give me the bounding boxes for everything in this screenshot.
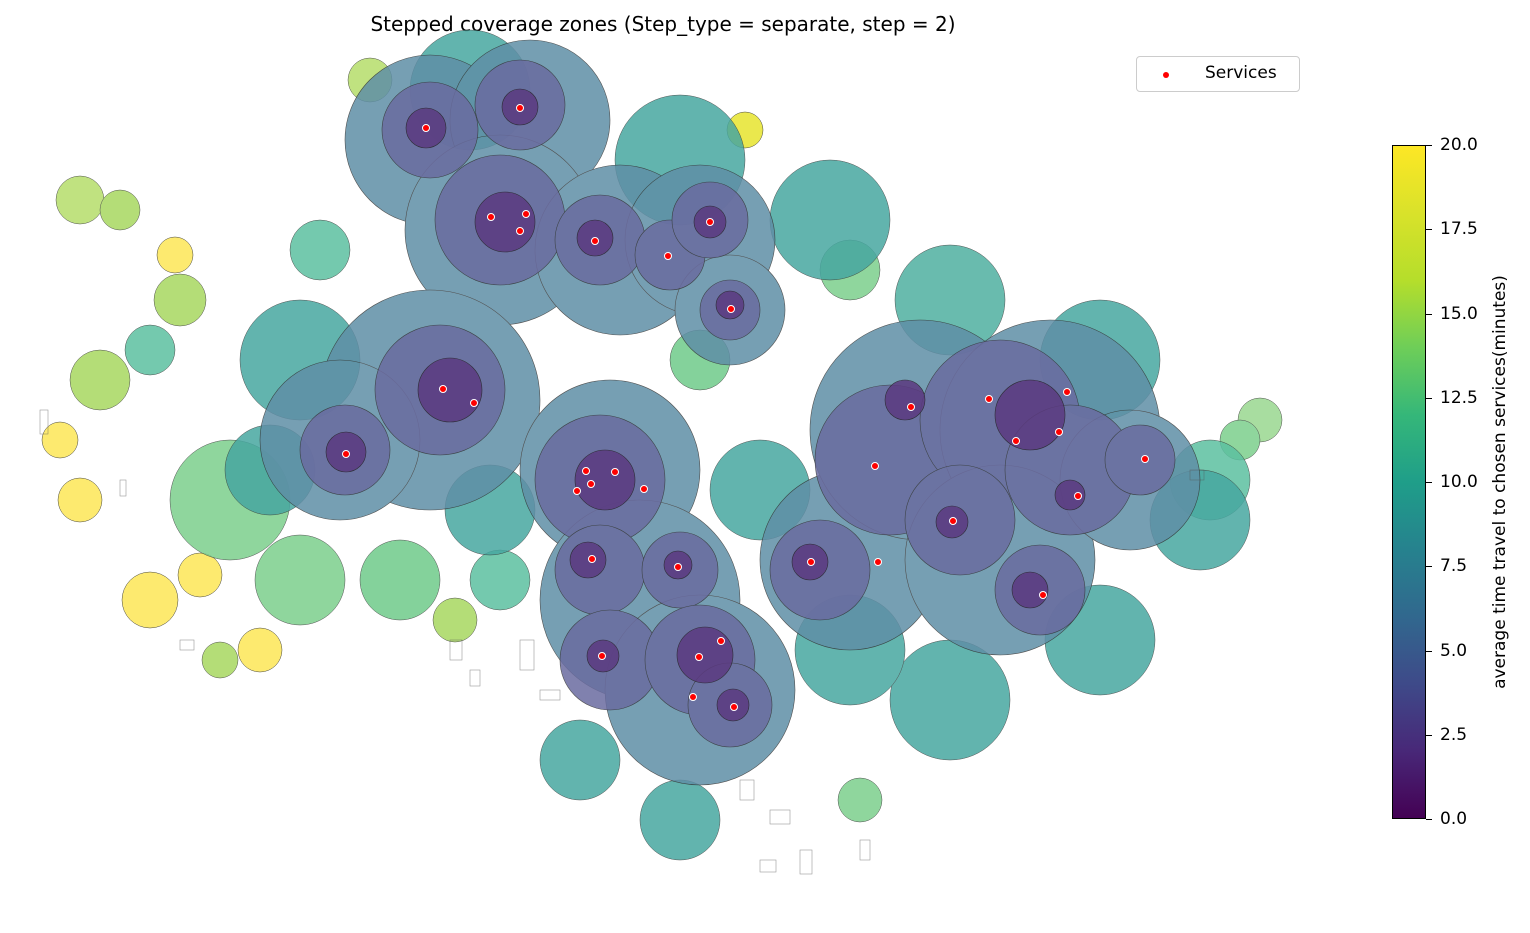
colorbar-tick <box>1426 819 1432 820</box>
colorbar-tick-label: 12.5 <box>1440 387 1478 408</box>
coverage-map <box>39 29 1283 875</box>
legend-marker-services <box>1163 72 1169 78</box>
colorbar-tick-label: 15.0 <box>1440 303 1478 324</box>
colorbar-label: average time travel to chosen services(m… <box>1490 275 1510 689</box>
colorbar-tick <box>1426 566 1432 568</box>
colorbar-tick-label: 0.0 <box>1440 809 1468 829</box>
colorbar-tick <box>1426 482 1432 483</box>
service-points <box>342 104 1149 711</box>
colorbar-tick <box>1426 397 1432 399</box>
building-outlines <box>39 409 1205 875</box>
colorbar-tick <box>1426 145 1432 146</box>
colorbar-tick-label: 10.0 <box>1440 472 1478 492</box>
legend: Services <box>1136 56 1300 92</box>
colorbar <box>1392 145 1426 819</box>
colorbar-tick <box>1426 650 1432 652</box>
colorbar-tick-label: 5.0 <box>1440 640 1468 661</box>
colorbar-tick <box>1426 229 1432 231</box>
legend-label-services: Services <box>1205 63 1277 83</box>
colorbar-tick-label: 2.5 <box>1440 724 1468 745</box>
colorbar-tick-label: 7.5 <box>1440 556 1468 577</box>
colorbar-tick <box>1426 734 1432 736</box>
colorbar-tick <box>1426 313 1432 315</box>
colorbar-tick-label: 17.5 <box>1440 219 1478 240</box>
colorbar-tick-label: 20.0 <box>1440 135 1478 155</box>
